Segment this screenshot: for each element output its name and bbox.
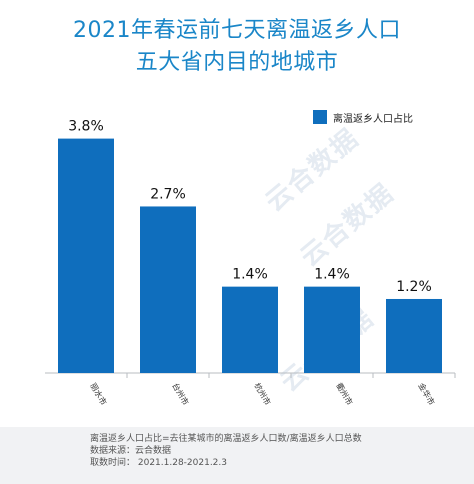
bar-chart: 3.8% 丽水市 2.7% 台州市 1.4% 杭州市 1.4% 衢州市 1.2% 金华市	[45, 119, 456, 407]
bar-1	[58, 138, 114, 373]
value-label-3: 1.4%	[232, 267, 268, 283]
bar-4	[304, 286, 360, 373]
bar-5	[386, 298, 442, 373]
legend-swatch	[313, 110, 327, 124]
x-tick-label-3: 杭州市	[252, 381, 273, 407]
value-label-2: 2.7%	[150, 186, 186, 202]
legend-label: 离温返乡人口占比	[333, 113, 413, 125]
note-period: 取数时间： 2021.1.28-2021.2.3	[90, 458, 227, 468]
value-label-1: 3.8%	[68, 119, 104, 135]
x-tick-label-2: 台州市	[170, 381, 191, 407]
bar-3	[222, 286, 278, 373]
value-label-4: 1.4%	[314, 267, 350, 283]
note-definition: 离温返乡人口占比=去往某城市的离温返乡人口数/离温返乡人口总数	[90, 434, 362, 444]
footer-notes	[0, 427, 474, 484]
legend: 离温返乡人口占比	[313, 110, 413, 125]
value-label-5: 1.2%	[396, 279, 432, 295]
bar-2	[140, 206, 196, 373]
x-tick-label-4: 衢州市	[334, 381, 355, 407]
x-tick-label-1: 丽水市	[88, 381, 109, 407]
chart-title-line-2: 五大省内目的地城市	[135, 50, 339, 75]
note-source: 数据来源：云合数据	[90, 446, 172, 456]
chart-title-line-1: 2021年春运前七天离温返乡人口	[73, 18, 401, 43]
x-tick-label-5: 金华市	[416, 381, 437, 407]
